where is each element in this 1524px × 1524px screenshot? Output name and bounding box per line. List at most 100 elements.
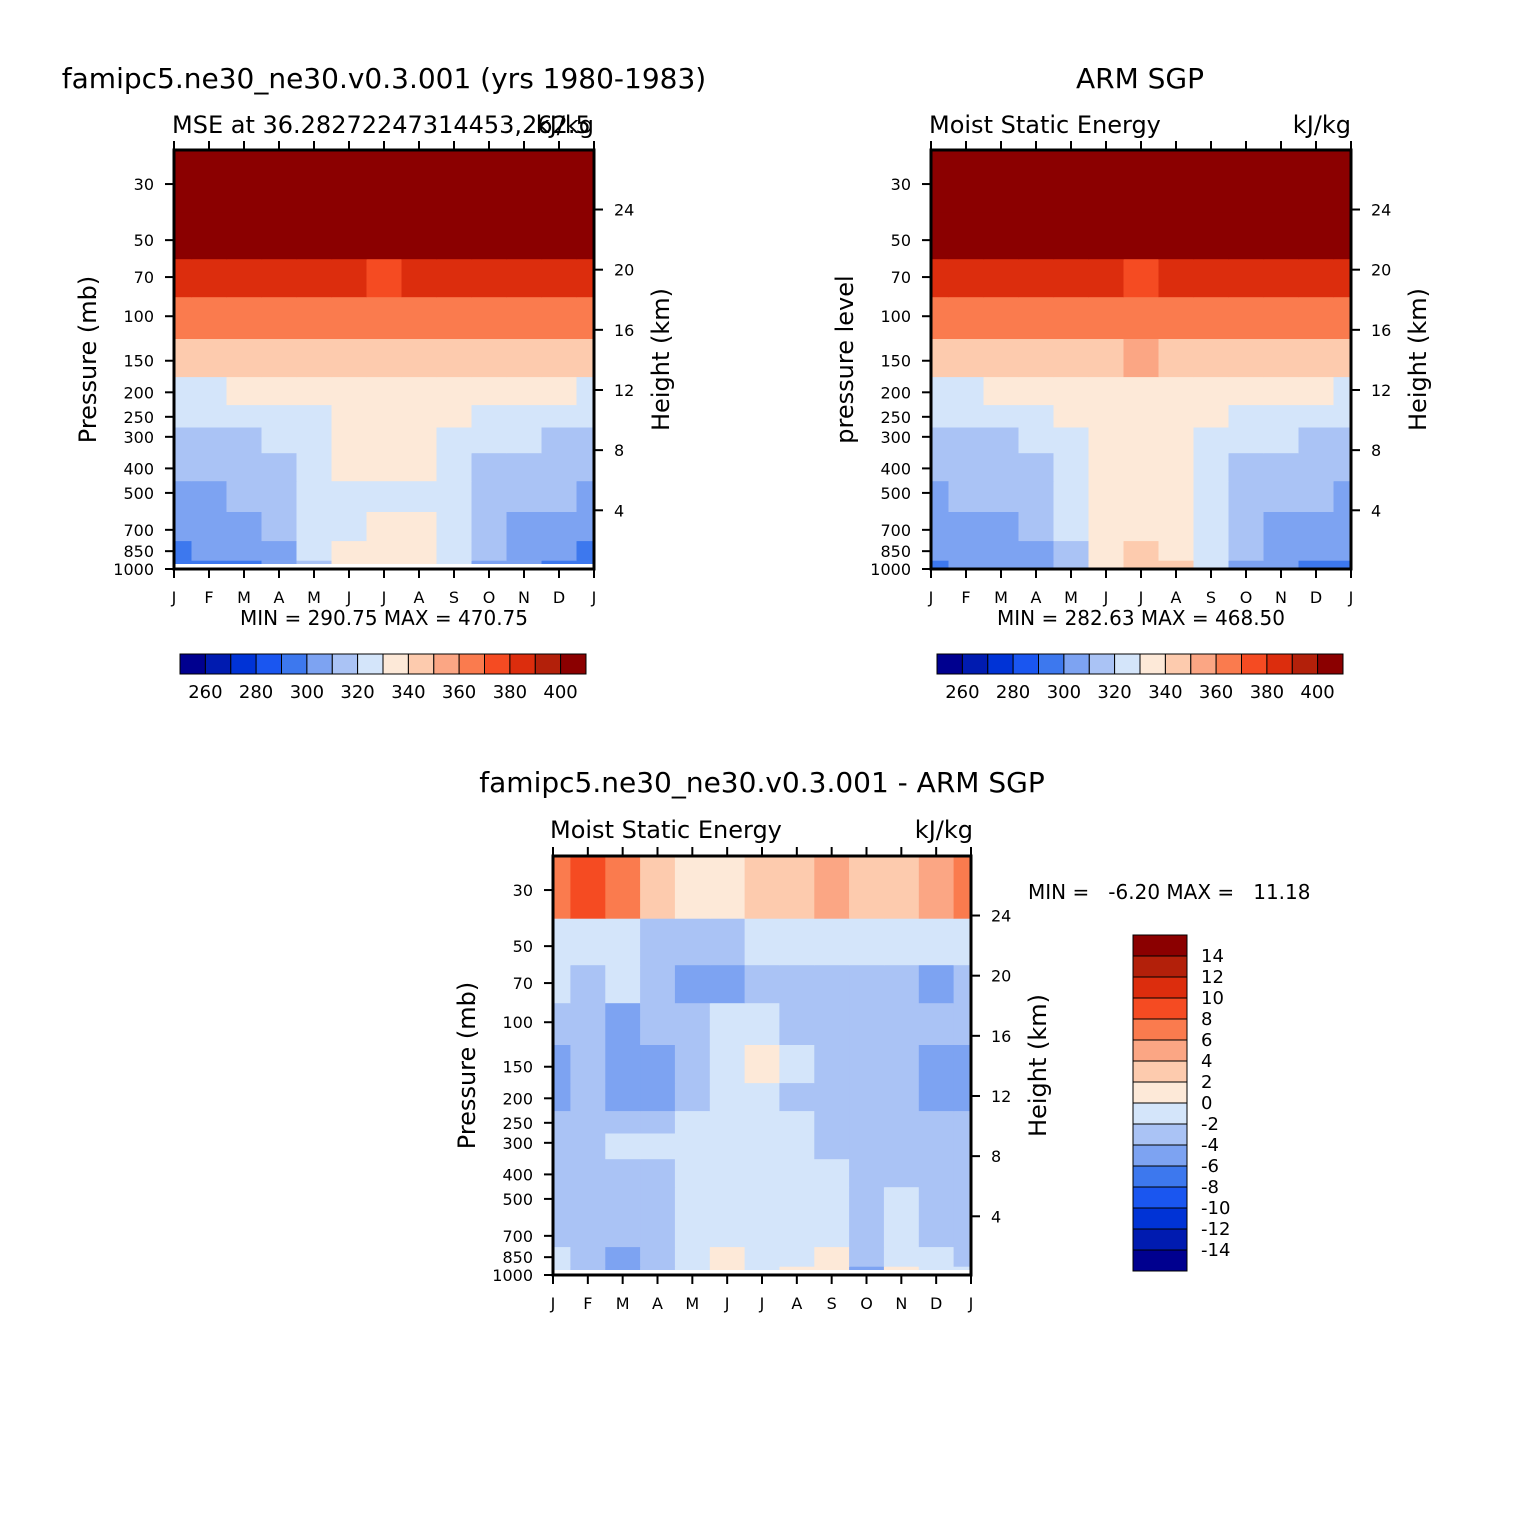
- heatmap-cell: [1263, 426, 1300, 454]
- heatmap-cell: [1123, 560, 1160, 570]
- heatmap-cell: [331, 426, 368, 454]
- x-tick-label: O: [1240, 588, 1253, 607]
- heatmap-cell: [1193, 560, 1230, 570]
- heatmap-cell: [1298, 426, 1335, 454]
- heatmap-cell: [709, 964, 746, 1004]
- colorbar-box: [1241, 653, 1268, 675]
- heatmap-cell: [366, 452, 403, 482]
- heatmap-cell: [674, 1002, 711, 1045]
- heatmap-cell: [709, 1082, 746, 1112]
- y-tick-label-pressure: 1000: [113, 560, 154, 579]
- colorbar-box: [1266, 653, 1293, 675]
- colorbar-box: [1132, 1249, 1188, 1272]
- heatmap-cell: [814, 1002, 850, 1045]
- heatmap-cell: [261, 376, 298, 406]
- heatmap-cell: [709, 1246, 746, 1267]
- heatmap-cell: [366, 480, 403, 512]
- heatmap-cell: [296, 426, 333, 454]
- colorbar-box: [204, 653, 232, 675]
- heatmap-cell: [576, 258, 595, 298]
- colorbar-label: 380: [1250, 682, 1284, 703]
- heatmap-cell: [226, 452, 263, 482]
- heatmap-cell: [931, 560, 950, 570]
- heatmap-cell: [640, 964, 676, 1004]
- heatmap-cell: [883, 1246, 920, 1267]
- heatmap-cell: [174, 404, 193, 428]
- heatmap-cell: [506, 426, 543, 454]
- colorbar-box: [509, 653, 536, 675]
- heatmap-cell: [1123, 212, 1160, 260]
- heatmap-cell: [174, 540, 193, 561]
- heatmap-cell: [1053, 150, 1090, 213]
- heatmap-cell: [1018, 404, 1055, 428]
- colorbar-label: 6: [1201, 1030, 1212, 1051]
- heatmap-cell: [471, 452, 508, 482]
- heatmap-cell: [605, 1186, 641, 1218]
- heatmap-cell: [471, 426, 508, 454]
- heatmap-cell: [296, 480, 333, 512]
- heatmap-cell: [1333, 480, 1352, 512]
- panel-model-title: famipc5.ne30_ne30.v0.3.001 (yrs 1980-198…: [62, 62, 706, 95]
- heatmap-cell: [1298, 560, 1335, 570]
- heatmap-cell: [1228, 452, 1265, 482]
- heatmap-cell: [541, 150, 578, 213]
- heatmap-cell: [331, 540, 368, 561]
- heatmap-cell: [296, 452, 333, 482]
- x-tick-label: J: [550, 1294, 556, 1313]
- heatmap-cell: [191, 258, 228, 298]
- x-tick-label: D: [1310, 588, 1322, 607]
- colorbar-box: [1132, 1123, 1188, 1146]
- heatmap-cell: [506, 452, 543, 482]
- heatmap-cell: [506, 376, 543, 406]
- heatmap-cell: [1193, 296, 1230, 339]
- y-tick-label-pressure: 70: [134, 268, 154, 287]
- heatmap-cell: [174, 296, 193, 339]
- heatmap-cell: [1193, 212, 1230, 260]
- heatmap-cell: [744, 1082, 780, 1112]
- heatmap-cell: [436, 404, 473, 428]
- heatmap-cell: [1088, 212, 1125, 260]
- heatmap-cell: [570, 1044, 606, 1084]
- heatmap-cell: [948, 296, 985, 339]
- y-tick-label-pressure: 850: [123, 542, 154, 561]
- heatmap-cell: [1228, 376, 1265, 406]
- heatmap-cell: [1298, 511, 1335, 542]
- heatmap-cell: [191, 212, 228, 260]
- heatmap-cell: [541, 480, 578, 512]
- heatmap-cell: [576, 452, 595, 482]
- heatmap-cell: [983, 540, 1020, 561]
- heatmap-cell: [1298, 452, 1335, 482]
- heatmap-cell: [1193, 150, 1230, 213]
- heatmap-cell: [918, 964, 955, 1004]
- y-tick-label-pressure: 100: [502, 1013, 533, 1032]
- heatmap-cell: [471, 511, 508, 542]
- x-tick-label: J: [759, 1294, 765, 1313]
- heatmap-cell: [1123, 338, 1160, 378]
- heatmap-cell: [983, 480, 1020, 512]
- heatmap-cell: [553, 1132, 571, 1160]
- heatmap-cell: [1158, 338, 1195, 378]
- heatmap-cell: [983, 426, 1020, 454]
- colorbar-box: [1114, 653, 1141, 675]
- heatmap-cell: [576, 296, 595, 339]
- heatmap-cell: [261, 540, 298, 561]
- x-tick-label: O: [860, 1294, 873, 1313]
- y-tick-label-height: 24: [991, 907, 1011, 926]
- colorbar-box: [1132, 1144, 1188, 1167]
- heatmap-cell: [174, 212, 193, 260]
- heatmap-cell: [709, 1217, 746, 1248]
- x-tick-label: A: [274, 588, 285, 607]
- heatmap-cell: [174, 338, 193, 378]
- y-tick-label-height: 24: [1371, 201, 1391, 220]
- colorbar-label: 4: [1201, 1051, 1212, 1072]
- heatmap-cell: [640, 1186, 676, 1218]
- heatmap-cell: [1228, 296, 1265, 339]
- heatmap-cell: [674, 1186, 711, 1218]
- y-axis-title: pressure level: [831, 275, 859, 443]
- heatmap-cell: [948, 480, 985, 512]
- y-tick-label-height: 4: [1371, 501, 1381, 520]
- heatmap-cell: [331, 376, 368, 406]
- heatmap-cell: [953, 1158, 972, 1188]
- heatmap-cell: [1018, 480, 1055, 512]
- heatmap-cell: [366, 511, 403, 542]
